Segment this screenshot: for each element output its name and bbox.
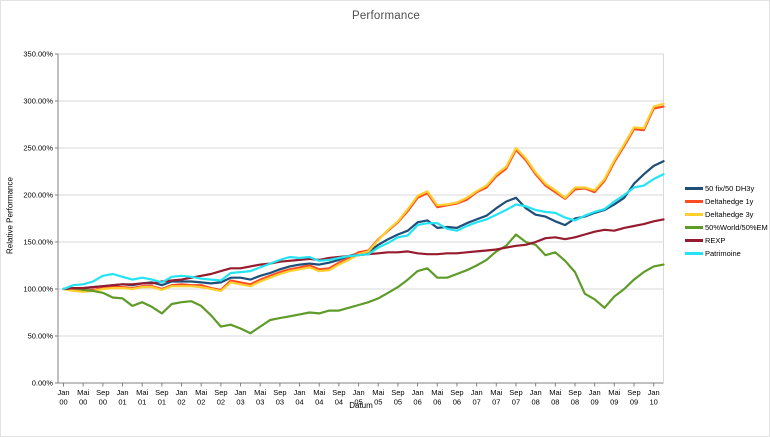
x-tick-label-year: 00 — [99, 398, 107, 407]
x-tick-label-month: Jan — [116, 388, 128, 397]
y-tick-label: 50.00% — [28, 332, 54, 341]
legend-item-rexp: REXP — [685, 234, 768, 247]
legend-line-swatch — [685, 187, 703, 190]
x-tick-label-month: Jan — [648, 388, 660, 397]
x-tick-label-month: Jan — [589, 388, 601, 397]
x-tick-label-year: 06 — [413, 398, 421, 407]
x-tick-label-month: Sep — [96, 388, 109, 397]
series-line-patrimoine — [62, 173, 665, 291]
x-tick-label-year: 07 — [472, 398, 480, 407]
x-tick-label-year: 01 — [158, 398, 166, 407]
x-tick-label-year: 04 — [315, 398, 323, 407]
legend-line-swatch — [685, 200, 703, 203]
x-tick-label-month: Mai — [608, 388, 620, 397]
x-tick-label-month: Sep — [627, 388, 640, 397]
legend-line-swatch — [685, 213, 703, 216]
legend-item-deltahedge-3y: Deltahedge 3y — [685, 208, 768, 221]
legend-item-50world50em: 50%World/50%EM — [685, 221, 768, 234]
x-tick-label-month: Mai — [313, 388, 325, 397]
x-tick-label-month: Sep — [332, 388, 345, 397]
x-tick-label-year: 05 — [394, 398, 402, 407]
legend-label: Deltahedge 3y — [705, 210, 754, 219]
x-tick-label-month: Jan — [530, 388, 542, 397]
x-tick-label-year: 06 — [453, 398, 461, 407]
y-tick-label: 0.00% — [32, 379, 54, 388]
x-tick-label-year: 03 — [256, 398, 264, 407]
y-tick-label: 100.00% — [23, 285, 53, 294]
x-tick-label-year: 02 — [217, 398, 225, 407]
x-tick-label-month: Sep — [214, 388, 227, 397]
x-tick-label-month: Mai — [77, 388, 89, 397]
x-tick-label-year: 00 — [79, 398, 87, 407]
legend-line-swatch — [685, 239, 703, 242]
x-tick-label-month: Mai — [372, 388, 384, 397]
x-tick-label-month: Mai — [549, 388, 561, 397]
series-line-50-world-50-em — [62, 233, 665, 335]
x-tick-label-year: 09 — [610, 398, 618, 407]
x-tick-label-year: 05 — [374, 398, 382, 407]
x-tick-label-year: 04 — [295, 398, 303, 407]
x-tick-label-month: Sep — [155, 388, 168, 397]
series-line-deltahedge-1y — [62, 105, 665, 292]
x-tick-label-year: 08 — [531, 398, 539, 407]
x-axis-title: Datum — [349, 401, 373, 410]
legend-item-50fix50dh3y: 50 fix/50 DH3y — [685, 182, 768, 195]
y-tick-label: 300.00% — [23, 97, 53, 106]
legend-item-deltahedge-1y: Deltahedge 1y — [685, 195, 768, 208]
x-tick-label-year: 01 — [138, 398, 146, 407]
legend: 50 fix/50 DH3y Deltahedge 1y Deltahedge … — [685, 182, 768, 260]
x-tick-label-month: Sep — [273, 388, 286, 397]
legend-item-patrimoine: Patrimoine — [685, 247, 768, 260]
legend-line-swatch — [685, 252, 703, 255]
x-tick-label-month: Jan — [235, 388, 247, 397]
x-tick-label-month: Mai — [136, 388, 148, 397]
y-tick-label: 350.00% — [23, 50, 53, 59]
x-tick-label-month: Sep — [450, 388, 463, 397]
x-tick-label-month: Mai — [490, 388, 502, 397]
x-tick-label-month: Jan — [471, 388, 483, 397]
legend-line-swatch — [685, 226, 703, 229]
chart-title: Performance — [351, 10, 421, 22]
x-tick-label-year: 02 — [197, 398, 205, 407]
y-tick-label: 250.00% — [23, 144, 53, 153]
x-tick-label-year: 03 — [236, 398, 244, 407]
legend-label: Patrimoine — [705, 249, 741, 258]
y-tick-label: 150.00% — [23, 238, 53, 247]
x-tick-label-month: Jan — [412, 388, 424, 397]
x-tick-label-month: Mai — [431, 388, 443, 397]
x-tick-label-month: Sep — [509, 388, 522, 397]
x-tick-label-year: 07 — [492, 398, 500, 407]
x-tick-label-month: Mai — [254, 388, 266, 397]
series-line-deltahedge-3y — [62, 102, 665, 293]
x-tick-label-year: 07 — [512, 398, 520, 407]
legend-label: 50 fix/50 DH3y — [705, 184, 755, 193]
x-tick-label-month: Jan — [294, 388, 306, 397]
x-tick-label-year: 00 — [59, 398, 67, 407]
x-tick-label-year: 03 — [276, 398, 284, 407]
y-tick-label: 200.00% — [23, 191, 53, 200]
x-tick-label-month: Sep — [568, 388, 581, 397]
x-tick-label-year: 10 — [649, 398, 657, 407]
x-tick-label-month: Jan — [353, 388, 365, 397]
x-tick-label-year: 04 — [335, 398, 343, 407]
x-tick-label-year: 08 — [551, 398, 559, 407]
x-tick-label-year: 01 — [118, 398, 126, 407]
x-tick-label-month: Sep — [391, 388, 404, 397]
x-tick-label-year: 06 — [433, 398, 441, 407]
x-tick-label-month: Mai — [195, 388, 207, 397]
x-tick-label-month: Jan — [175, 388, 187, 397]
x-tick-label-year: 05 — [354, 398, 362, 407]
legend-label: 50%World/50%EM — [705, 223, 768, 232]
x-tick-label-year: 08 — [571, 398, 579, 407]
x-tick-label-year: 09 — [590, 398, 598, 407]
x-tick-label-year: 02 — [177, 398, 185, 407]
legend-label: Deltahedge 1y — [705, 197, 754, 206]
legend-label: REXP — [705, 236, 726, 245]
x-tick-label-month: Jan — [57, 388, 69, 397]
x-tick-label-year: 09 — [630, 398, 638, 407]
